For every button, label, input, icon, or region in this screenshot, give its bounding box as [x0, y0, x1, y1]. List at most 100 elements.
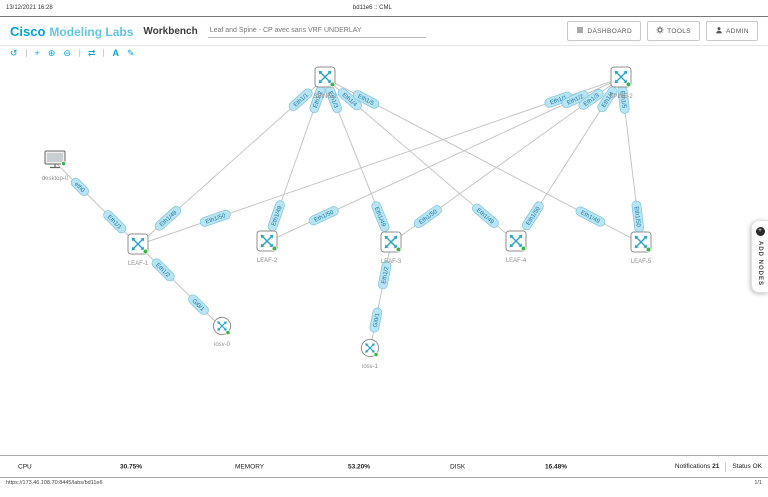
- node-leaf-4[interactable]: LEAF-4: [494, 230, 538, 264]
- interface-label: eth0: [70, 177, 89, 196]
- page-indicator: 1/1: [754, 480, 762, 486]
- switch-icon: [505, 230, 527, 252]
- notifications-count: 21: [712, 463, 720, 470]
- router-icon: [360, 338, 380, 358]
- interface-label: Eth1/1: [103, 210, 127, 234]
- browser-chrome-top: 13/12/2021 16:28 bd11e6 :: CML: [0, 0, 768, 16]
- node-label: SPINE-1: [313, 94, 337, 100]
- brand-logo[interactable]: Cisco Modeling Labs: [10, 24, 133, 39]
- app-header: Cisco Modeling Labs Workbench Leaf and S…: [0, 16, 768, 46]
- zoom-out-icon[interactable]: ⊖: [63, 47, 71, 58]
- switch-icon: [256, 230, 278, 252]
- interface-label: Eth1/49: [371, 201, 390, 232]
- tools-button[interactable]: TOOLS: [647, 21, 701, 41]
- node-label: LEAF-4: [505, 258, 527, 264]
- node-label: LEAF-5: [630, 259, 652, 265]
- status-bar-right: Notifications 21 Status OK: [675, 456, 762, 477]
- interface-label: Eth1/49: [472, 203, 499, 228]
- switch-icon: [314, 66, 336, 88]
- cpu-value: 30.75%: [120, 463, 143, 470]
- text-annotation-icon[interactable]: A: [112, 47, 119, 58]
- interface-label: Eth1/49: [575, 206, 606, 227]
- svg-text:Eth1/2: Eth1/2: [381, 266, 390, 285]
- svg-text:Eth1/2: Eth1/2: [313, 90, 325, 109]
- svg-text:Eth1/50: Eth1/50: [632, 206, 641, 228]
- admin-button-label: ADMIN: [726, 27, 749, 35]
- node-label: LEAF-1: [127, 261, 149, 267]
- canvas-toolbar: ↺ + ⊕ ⊖ ⇄ A ✎: [0, 46, 768, 60]
- interface-label: Eth1/50: [199, 209, 231, 227]
- node-label: LEAF-2: [256, 258, 278, 264]
- node-label: iosv-0: [213, 342, 230, 348]
- status-bar: CPU 30.75% MEMORY 53.20% DISK 16.48% Not…: [0, 455, 768, 477]
- link-leaf-1-iosv-0[interactable]: [137, 244, 223, 329]
- interface-label: Eth1/2: [378, 260, 392, 290]
- svg-text:Eth1/5: Eth1/5: [618, 91, 626, 110]
- interface-label: Gi0/1: [188, 294, 209, 316]
- undo-icon[interactable]: ↺: [10, 47, 18, 58]
- lab-title-input[interactable]: Leaf and Spine - CP avec sans VRF UNDERL…: [207, 25, 426, 38]
- interface-label: Gi0/1: [369, 307, 383, 333]
- dashboard-button-label: DASHBOARD: [587, 27, 633, 35]
- switch-icon: [380, 231, 402, 253]
- tools-button-label: TOOLS: [667, 27, 692, 35]
- browser-tab-title: bd11e6 :: CML: [352, 5, 392, 11]
- toolbar-divider: [103, 49, 105, 57]
- switch-icon: [630, 231, 652, 253]
- node-spine-2[interactable]: SPINE-2: [599, 66, 643, 100]
- interface-label: Eth1/49: [267, 200, 285, 232]
- interface-label: Eth1/49: [154, 205, 182, 231]
- node-label: iosv-1: [361, 364, 378, 370]
- admin-user-icon: [715, 26, 723, 36]
- node-iosv-1[interactable]: iosv-1: [348, 338, 392, 370]
- memory-label: MEMORY: [235, 463, 265, 470]
- gear-icon: [656, 26, 664, 36]
- toolbar-divider: [25, 49, 27, 57]
- node-leaf-5[interactable]: LEAF-5: [619, 231, 663, 265]
- svg-text:Gi0/1: Gi0/1: [373, 312, 382, 328]
- disk-label: DISK: [450, 463, 466, 470]
- interface-label: Eth1/50: [631, 200, 645, 233]
- system-status: Status OK: [732, 463, 762, 470]
- dashboard-button[interactable]: DASHBOARD: [567, 21, 642, 41]
- add-node-icon[interactable]: +: [34, 47, 40, 58]
- add-nodes-label: ADD NODES: [757, 241, 763, 287]
- node-leaf-2[interactable]: LEAF-2: [245, 230, 289, 264]
- interface-label: Eth1/50: [308, 206, 339, 226]
- add-nodes-tab[interactable]: + ADD NODES: [751, 220, 768, 294]
- page-url: https://173.46.108.70:8445/labs/bd11e6: [6, 480, 103, 486]
- swap-links-icon[interactable]: ⇄: [87, 47, 96, 58]
- node-leaf-3[interactable]: LEAF-3: [369, 231, 413, 265]
- node-spine-1[interactable]: SPINE-1: [303, 66, 347, 100]
- notifications-link[interactable]: Notifications 21: [675, 463, 719, 470]
- header-buttons: DASHBOARD TOOLS ADMIN: [567, 21, 758, 41]
- admin-button[interactable]: ADMIN: [706, 21, 758, 41]
- router-icon: [212, 316, 232, 336]
- modeling-labs-text: Modeling Labs: [49, 24, 134, 39]
- memory-value: 53.20%: [348, 463, 371, 470]
- svg-text:Eth1/1: Eth1/1: [549, 95, 568, 107]
- status-divider: [725, 461, 727, 472]
- cisco-logo-text: Cisco: [10, 23, 46, 39]
- toolbar-divider: [78, 49, 80, 57]
- draw-annotation-icon[interactable]: ✎: [126, 47, 135, 58]
- notifications-label: Notifications: [674, 463, 711, 470]
- add-nodes-icon: +: [755, 227, 765, 236]
- interface-label: Eth1/2: [561, 90, 589, 109]
- workbench-label: Workbench: [143, 25, 198, 37]
- cpu-label: CPU: [18, 463, 32, 470]
- links-layer: Eth1/1Eth1/49Eth1/2Eth1/49Eth1/3Eth1/49E…: [54, 77, 645, 351]
- switch-icon: [127, 233, 149, 255]
- node-desktop-0[interactable]: desktop-0: [33, 150, 77, 182]
- topology-canvas[interactable]: Eth1/1 Eth1/49 Eth1/2 Eth1/49 Eth1/3 Eth1/49 E…: [0, 60, 768, 455]
- node-iosv-0[interactable]: iosv-0: [200, 316, 244, 348]
- interface-label: Eth1/1: [544, 91, 573, 108]
- desktop-icon: [44, 150, 67, 169]
- dashboard-menu-icon: [576, 26, 584, 36]
- print-datetime: 13/12/2021 16:28: [6, 5, 53, 11]
- zoom-in-icon[interactable]: ⊕: [47, 47, 56, 58]
- switch-icon: [610, 66, 632, 88]
- node-leaf-1[interactable]: LEAF-1: [116, 233, 160, 267]
- node-label: desktop-0: [41, 176, 69, 182]
